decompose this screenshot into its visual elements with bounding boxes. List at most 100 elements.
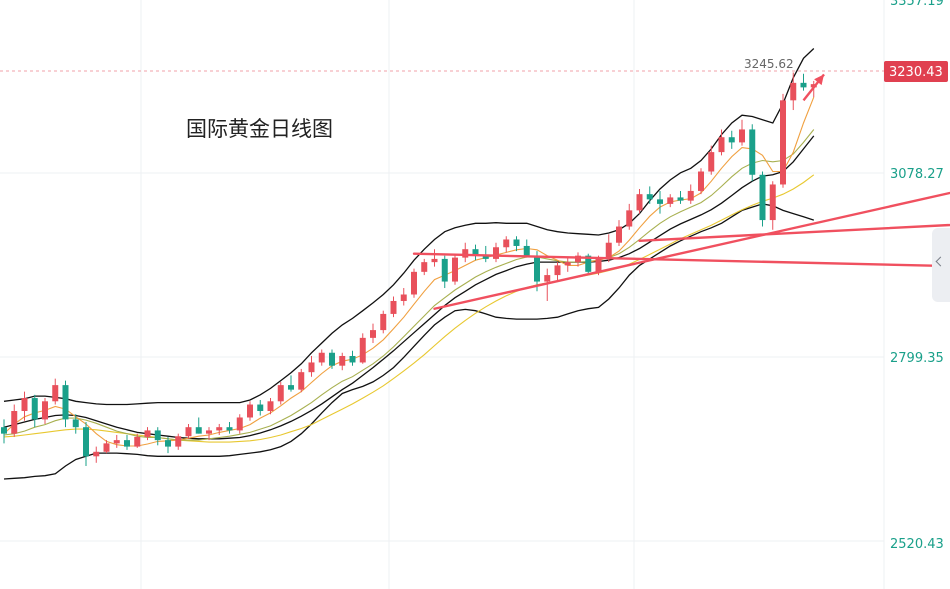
candle [103, 440, 110, 454]
candle-body [667, 197, 674, 204]
candle-body [431, 258, 438, 263]
collapse-panel-tab[interactable] [932, 228, 950, 302]
trendlines [412, 73, 950, 310]
candle [185, 423, 192, 439]
candle-body [421, 262, 428, 272]
candle-body [124, 440, 130, 447]
candle [31, 394, 38, 428]
candle-body [544, 275, 551, 282]
candle [175, 433, 182, 450]
candle-body [288, 385, 294, 390]
candle-body [790, 82, 797, 101]
candle [267, 398, 274, 415]
candle [400, 288, 407, 306]
candle-body [390, 300, 397, 314]
candle [657, 190, 663, 214]
y-tick-label: 2799.35 [890, 351, 944, 366]
candle [493, 242, 499, 263]
candle-body [226, 427, 233, 431]
candle [380, 310, 387, 334]
candle [554, 262, 561, 282]
candle-body [359, 337, 366, 363]
candle [195, 417, 202, 434]
candle [308, 355, 315, 377]
candle [513, 236, 520, 252]
candle [339, 352, 346, 371]
candle [1, 419, 7, 444]
candle [298, 368, 305, 393]
candle-body [134, 436, 141, 447]
candle-body [308, 362, 315, 373]
candle [83, 422, 89, 467]
candle [52, 378, 59, 405]
candle-body [144, 430, 151, 437]
candle [698, 168, 704, 195]
candle-body [185, 427, 192, 437]
candle-body [21, 398, 28, 412]
candle [482, 245, 489, 263]
candle [616, 220, 622, 246]
high-value-label: 3245.62 [744, 57, 794, 71]
candle [769, 181, 776, 230]
candle [165, 436, 171, 454]
candle-body [728, 137, 735, 143]
candle-body [523, 245, 530, 256]
candle [134, 433, 141, 448]
candle [216, 423, 223, 435]
candle-body [31, 398, 38, 420]
candle [687, 184, 694, 204]
candle-body [349, 355, 356, 363]
candle-body [52, 385, 59, 402]
candle [759, 171, 766, 227]
chevron-left-icon [935, 256, 946, 267]
candle [390, 296, 397, 318]
price-axis: 3357.19 3078.27 2799.35 2520.43 [890, 0, 944, 552]
trend-arrow-head [814, 74, 824, 86]
candle-body [42, 401, 48, 420]
current-price-tag-bg [884, 61, 948, 82]
candle [441, 255, 448, 289]
candle-body [739, 129, 745, 143]
candle-body [154, 430, 161, 441]
candle-body [472, 249, 479, 256]
chart-grid [0, 0, 885, 589]
candle-body [657, 199, 663, 204]
candle [257, 400, 264, 416]
candle [564, 257, 571, 272]
candle [411, 268, 417, 298]
candle-body [698, 171, 704, 191]
candle-body [103, 443, 110, 452]
candle [72, 414, 79, 434]
candle [667, 194, 674, 208]
candle-body [216, 427, 223, 431]
candle [62, 380, 69, 428]
candle [247, 401, 253, 421]
candle-body [339, 355, 346, 366]
candle [452, 253, 458, 285]
candle-body [257, 404, 264, 412]
candle-body [165, 440, 171, 447]
candle-body [718, 137, 725, 153]
candle-body [411, 271, 417, 295]
candle [154, 427, 161, 446]
candle-body [329, 352, 335, 366]
candle-body [646, 194, 653, 200]
ma-olive-line [3, 129, 815, 441]
candle [503, 236, 510, 253]
current-price-value: 3230.43 [889, 65, 943, 80]
candle-body [318, 352, 325, 363]
candle [626, 203, 633, 230]
candle-body [636, 194, 643, 211]
candle [421, 258, 428, 276]
candle [728, 130, 735, 149]
candle [718, 129, 725, 156]
y-tick-label: 2520.43 [890, 537, 944, 552]
candle [749, 124, 756, 182]
candle-body [677, 197, 684, 201]
candle [277, 381, 284, 405]
candle-body [72, 419, 79, 428]
candle-body [113, 440, 120, 444]
candle [739, 119, 745, 146]
candle-body [267, 401, 274, 412]
